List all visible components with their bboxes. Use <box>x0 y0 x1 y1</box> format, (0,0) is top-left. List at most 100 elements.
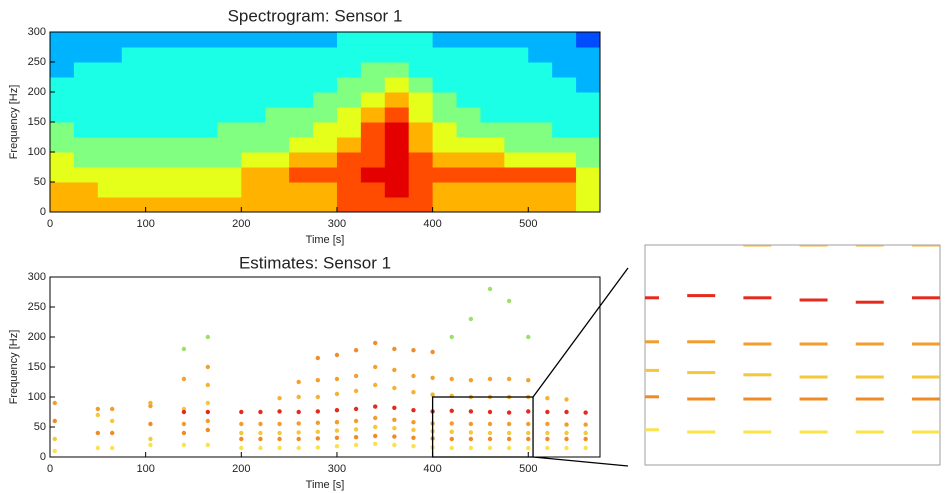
heatmap-cell <box>384 32 410 48</box>
heatmap-cell <box>289 182 314 198</box>
heatmap-cell <box>336 152 362 168</box>
heatmap-cell <box>145 182 171 198</box>
heatmap-cell <box>241 197 266 213</box>
inset-point <box>645 368 659 372</box>
heatmap-cell <box>576 137 601 153</box>
data-point <box>315 445 321 450</box>
heatmap-cell <box>121 152 147 168</box>
heatmap-cell <box>73 62 99 78</box>
heatmap-cell <box>480 62 505 78</box>
heatmap-cell <box>576 77 601 93</box>
heatmap-cell <box>336 107 362 123</box>
heatmap-cell <box>50 182 75 198</box>
heatmap-cell <box>193 152 218 168</box>
data-point <box>205 418 211 424</box>
heatmap-cell <box>456 197 481 213</box>
heatmap-cell <box>241 152 266 168</box>
heatmap-cell <box>241 32 266 48</box>
data-point <box>430 349 435 355</box>
heatmap-cell <box>576 92 601 108</box>
heatmap-cell <box>360 167 386 183</box>
data-point <box>392 426 397 431</box>
heatmap-cell <box>289 62 314 78</box>
data-point <box>526 445 531 451</box>
inset-frame <box>644 244 941 466</box>
inset-point <box>799 375 828 379</box>
data-point <box>95 445 101 451</box>
heatmap-cell <box>313 77 338 93</box>
data-point <box>95 406 101 412</box>
data-point <box>148 436 153 442</box>
data-point <box>545 421 550 427</box>
data-point <box>353 442 359 448</box>
heatmap-cell <box>73 182 99 198</box>
heatmap-cell <box>360 152 386 168</box>
heatmap-cell <box>336 137 362 153</box>
heatmap-cell <box>480 107 505 123</box>
heatmap-cell <box>528 197 553 213</box>
data-point <box>564 409 569 415</box>
heatmap-cell <box>384 122 410 138</box>
heatmap-cell <box>121 62 147 78</box>
data-point <box>52 436 57 442</box>
inset-point <box>743 182 771 185</box>
heatmap-cell <box>408 32 434 48</box>
x-tick-label: 200 <box>232 218 250 230</box>
heatmap-cell <box>73 197 99 213</box>
heatmap-cell <box>169 47 194 63</box>
data-point <box>334 428 340 433</box>
heatmap-cell <box>313 107 338 123</box>
heatmap-cell <box>552 77 577 93</box>
data-point <box>373 415 378 421</box>
data-point <box>296 394 301 400</box>
heatmap-cell <box>50 152 75 168</box>
heatmap-cell <box>336 62 362 78</box>
heatmap-cell <box>289 77 314 93</box>
y-axis-label: Frequency [Hz] <box>8 85 20 160</box>
inset-point <box>799 342 828 346</box>
x-tick-label: 500 <box>519 218 537 230</box>
heatmap-cell <box>552 152 577 168</box>
inset-point <box>912 24 940 27</box>
plot-frame <box>49 276 601 458</box>
heatmap-cell <box>528 47 553 63</box>
heatmap-cell <box>384 182 410 198</box>
data-point <box>181 346 187 352</box>
data-point <box>430 392 435 397</box>
heatmap-cell <box>408 197 434 213</box>
heatmap-cell <box>265 167 290 183</box>
heatmap-cell <box>528 122 553 138</box>
data-point <box>277 445 282 451</box>
data-point <box>181 421 187 427</box>
heatmap-cell <box>193 32 218 48</box>
data-point <box>506 410 512 415</box>
data-point <box>468 316 474 322</box>
zoom-connector <box>532 267 629 398</box>
x-tick-label: 200 <box>232 463 250 475</box>
heatmap-cell <box>169 137 194 153</box>
heatmap-cell <box>289 107 314 123</box>
heatmap-cell <box>408 77 434 93</box>
data-point <box>468 436 474 442</box>
x-tick-label: 300 <box>328 218 346 230</box>
heatmap-cell <box>289 197 314 213</box>
heatmap-cell <box>50 122 75 138</box>
heatmap-cell <box>217 167 242 183</box>
data-point <box>449 421 454 426</box>
data-point <box>239 445 244 451</box>
data-point <box>296 436 301 442</box>
heatmap-cell <box>336 77 362 93</box>
data-point <box>148 442 153 448</box>
data-point <box>468 430 474 435</box>
heatmap-cell <box>265 47 290 63</box>
heatmap-cell <box>480 197 505 213</box>
data-point <box>109 430 115 436</box>
data-point <box>373 404 378 409</box>
data-point <box>545 445 550 451</box>
data-point <box>526 409 531 414</box>
data-point <box>411 408 416 413</box>
inset-point <box>855 397 884 401</box>
data-point <box>315 355 321 361</box>
heatmap-cell <box>289 137 314 153</box>
data-point <box>205 409 211 415</box>
